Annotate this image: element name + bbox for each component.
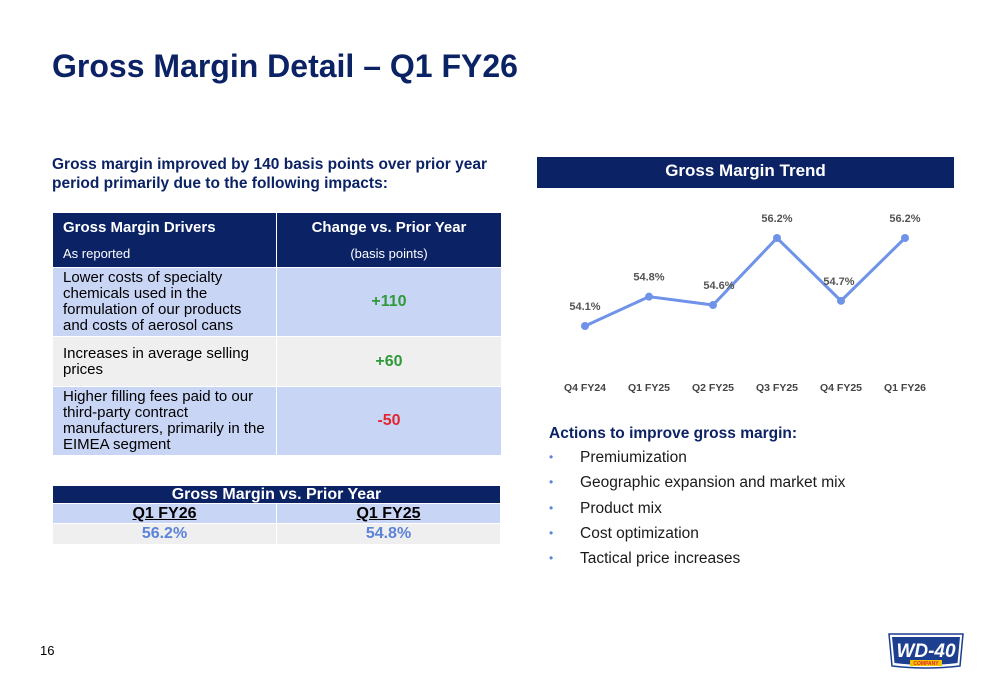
list-item: • Geographic expansion and market mix: [549, 472, 845, 497]
series-line: [584, 235, 907, 328]
x-tick-label: Q1 FY25: [628, 382, 670, 394]
data-label: 56.2%: [761, 213, 792, 225]
action-text: Geographic expansion and market mix: [580, 474, 846, 492]
driver-value: +110: [276, 267, 502, 337]
drivers-col2-sub: (basis points): [350, 246, 428, 261]
gm-header-row: Gross Margin vs. Prior Year: [52, 485, 501, 504]
drivers-col1-sub: As reported: [63, 246, 131, 261]
gm-value-current: 56.2%: [52, 523, 277, 545]
gm-values-row: 56.2% 54.8%: [52, 523, 501, 545]
action-text: Product mix: [580, 499, 662, 517]
gross-margin-drivers-table: Gross Margin Drivers As reported Change …: [52, 212, 502, 456]
x-tick-label: Q3 FY25: [756, 382, 798, 394]
data-point: [773, 234, 781, 242]
gross-margin-trend-chart: 54.1% Q4 FY24 54.8% Q1 FY25 54.6% Q2 FY25 56.2…: [564, 213, 926, 394]
page-title: Gross Margin Detail – Q1 FY26: [52, 48, 518, 84]
x-tick-label: Q4 FY25: [820, 382, 862, 394]
data-label: 54.8%: [633, 272, 664, 284]
drivers-col2-title: Change vs. Prior Year: [311, 219, 467, 236]
data-point: [709, 301, 717, 310]
actions-list: • Premiumization • Geographic expansion an…: [549, 447, 845, 573]
logo-text: WD-40: [896, 641, 956, 662]
gm-value-prior: 54.8%: [276, 523, 501, 545]
gm-col-current: Q1 FY26: [52, 503, 277, 524]
action-text: Tactical price increases: [580, 550, 741, 568]
driver-value: -50: [276, 386, 502, 456]
gm-columns-row: Q1 FY26 Q1 FY25: [52, 503, 501, 524]
table-row: Lower costs of specialty chemicals used …: [52, 267, 502, 337]
gm-col-prior: Q1 FY25: [276, 503, 501, 524]
data-label: 56.2%: [889, 213, 920, 225]
action-text: Premiumization: [580, 449, 687, 466]
bullet-icon: •: [549, 525, 554, 540]
data-point: [837, 296, 845, 305]
driver-label: Increases in average selling prices: [52, 336, 277, 387]
drivers-header-change: Change vs. Prior Year (basis points): [276, 212, 502, 268]
bullet-icon: •: [549, 500, 554, 515]
actions-title: Actions to improve gross margin:: [549, 425, 798, 442]
list-item: • Tactical price increases: [549, 548, 845, 573]
data-label: 54.7%: [823, 276, 854, 288]
page-number: 16: [40, 643, 55, 658]
bullet-icon: •: [549, 551, 554, 566]
drivers-header-label: Gross Margin Drivers As reported: [52, 212, 277, 268]
bullet-icon: •: [549, 475, 554, 490]
data-point: [645, 292, 653, 301]
wd40-logo: WD-40 COMPANY: [888, 633, 964, 669]
logo-subtext: COMPANY: [913, 661, 939, 667]
data-label: 54.6%: [703, 280, 734, 292]
data-point: [901, 234, 909, 242]
chart-title: Gross Margin Trend: [537, 157, 954, 188]
gross-margin-comparison-table: Gross Margin vs. Prior Year Q1 FY26 Q1 F…: [52, 485, 501, 545]
driver-value: +60: [276, 336, 502, 387]
driver-label: Higher filling fees paid to our third-pa…: [52, 386, 277, 456]
bullet-icon: •: [549, 450, 554, 464]
drivers-col1-title: Gross Margin Drivers: [63, 219, 216, 236]
driver-label: Lower costs of specialty chemicals used …: [52, 267, 277, 337]
list-item: • Premiumization: [549, 447, 845, 472]
table-row: Increases in average selling prices +60: [52, 336, 502, 387]
action-text: Cost optimization: [580, 524, 699, 542]
data-label: 54.1%: [569, 301, 600, 313]
x-tick-label: Q2 FY25: [692, 382, 734, 394]
x-tick-label: Q1 FY26: [884, 382, 926, 394]
list-item: • Product mix: [549, 498, 845, 523]
table-row: Higher filling fees paid to our third-pa…: [52, 386, 502, 456]
drivers-header-row: Gross Margin Drivers As reported Change …: [52, 212, 502, 268]
x-tick-label: Q4 FY24: [564, 382, 606, 394]
gm-table-title: Gross Margin vs. Prior Year: [52, 485, 501, 504]
data-point: [581, 322, 589, 330]
intro-text: Gross margin improved by 140 basis point…: [52, 156, 488, 192]
list-item: • Cost optimization: [549, 523, 845, 548]
